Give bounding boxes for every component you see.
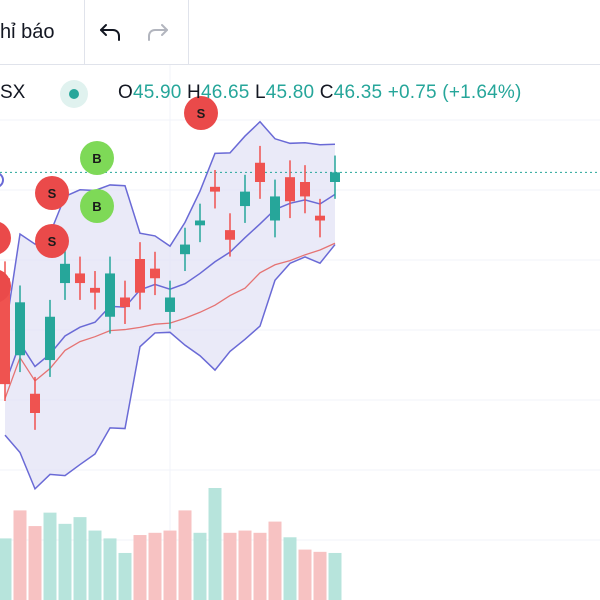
candle-body	[30, 393, 40, 413]
bollinger-upper-line	[4, 120, 336, 334]
bollinger-lower-line	[4, 244, 336, 491]
ohlc-values: O45.90 H46.65 L45.80 C46.35 +0.75 (+1.64…	[118, 82, 522, 104]
sell-marker-label: S	[197, 106, 206, 121]
volume-bar	[133, 535, 147, 600]
volume-bar	[28, 526, 42, 600]
sell-marker[interactable]	[0, 221, 11, 255]
volume-bar	[118, 552, 132, 600]
open-key: O	[118, 82, 133, 103]
indicators-button[interactable]: hỉ báo	[0, 21, 55, 43]
volume-bar	[328, 552, 342, 600]
candlestick-series	[0, 145, 340, 430]
signal-markers: SSSSSBB	[0, 96, 218, 303]
candle-body	[60, 263, 70, 284]
undo-button[interactable]	[90, 12, 130, 52]
candle-body	[45, 316, 55, 361]
status-dot	[69, 89, 79, 99]
sell-marker-label: S	[48, 186, 57, 201]
volume-bar	[298, 549, 312, 600]
high-key: H	[187, 82, 201, 103]
volume-bar	[208, 488, 222, 600]
buy-marker[interactable]	[80, 189, 114, 223]
candle-body	[270, 196, 280, 221]
volume-bar	[283, 537, 297, 600]
volume-bar	[103, 538, 117, 600]
sell-marker[interactable]	[184, 96, 218, 130]
candle-body	[120, 297, 130, 308]
candle-body	[315, 215, 325, 221]
candle-body	[330, 172, 340, 182]
candle-body	[195, 220, 205, 226]
volume-bar	[193, 532, 207, 600]
undo-icon	[100, 24, 120, 41]
sell-marker[interactable]	[0, 269, 11, 303]
volume-bars	[0, 488, 342, 600]
low-key: L	[254, 82, 266, 103]
candle-body	[255, 162, 265, 182]
toolbar-divider	[84, 0, 85, 64]
volume-bar	[223, 532, 237, 600]
volume-bar	[0, 538, 12, 600]
buy-marker-label: B	[92, 199, 101, 214]
high-value: 46.65	[200, 82, 250, 103]
volume-bar	[88, 530, 102, 600]
volume-bar	[178, 510, 192, 600]
candle-body	[210, 186, 220, 192]
symbol-name[interactable]: SX	[0, 82, 26, 103]
candle-body	[225, 230, 235, 240]
cursor-point	[0, 173, 4, 187]
volume-bar	[13, 510, 27, 600]
volume-bar	[313, 551, 327, 600]
low-value: 45.80	[265, 82, 315, 103]
close-value: 46.35	[333, 82, 383, 103]
market-status-icon[interactable]	[60, 80, 88, 108]
sell-marker[interactable]	[35, 176, 69, 210]
volume-bar	[148, 532, 162, 600]
candle-body	[0, 278, 10, 385]
volume-bar	[163, 530, 177, 600]
candle-body	[135, 259, 145, 293]
candle-body	[300, 182, 310, 197]
buy-marker-label: B	[92, 151, 101, 166]
candle-body	[240, 191, 250, 207]
toolbar-divider	[188, 0, 189, 64]
volume-bar	[268, 521, 282, 600]
volume-bar	[238, 530, 252, 600]
sell-marker-label: S	[48, 234, 57, 249]
volume-bar	[58, 523, 72, 600]
top-toolbar: hỉ báo	[0, 0, 600, 65]
candle-body	[90, 287, 100, 293]
volume-bar	[43, 512, 57, 600]
candle-body	[150, 268, 160, 279]
change-percent: (+1.64%)	[442, 82, 522, 103]
buy-marker[interactable]	[80, 141, 114, 175]
sell-marker[interactable]	[35, 224, 69, 258]
redo-button[interactable]	[138, 12, 178, 52]
volume-bar	[73, 517, 87, 600]
close-key: C	[319, 82, 334, 103]
volume-bar	[253, 532, 267, 600]
candle-body	[180, 244, 190, 255]
candle-body	[285, 177, 295, 202]
candle-body	[165, 297, 175, 312]
candle-body	[105, 273, 115, 317]
change-value: +0.75	[387, 82, 437, 103]
candle-body	[15, 302, 25, 356]
candle-body	[75, 273, 85, 284]
symbol-legend: SX O45.90 H46.65 L45.80 C46.35 +0.75 (+1…	[0, 72, 600, 116]
redo-icon	[148, 24, 168, 41]
open-value: 45.90	[132, 82, 182, 103]
